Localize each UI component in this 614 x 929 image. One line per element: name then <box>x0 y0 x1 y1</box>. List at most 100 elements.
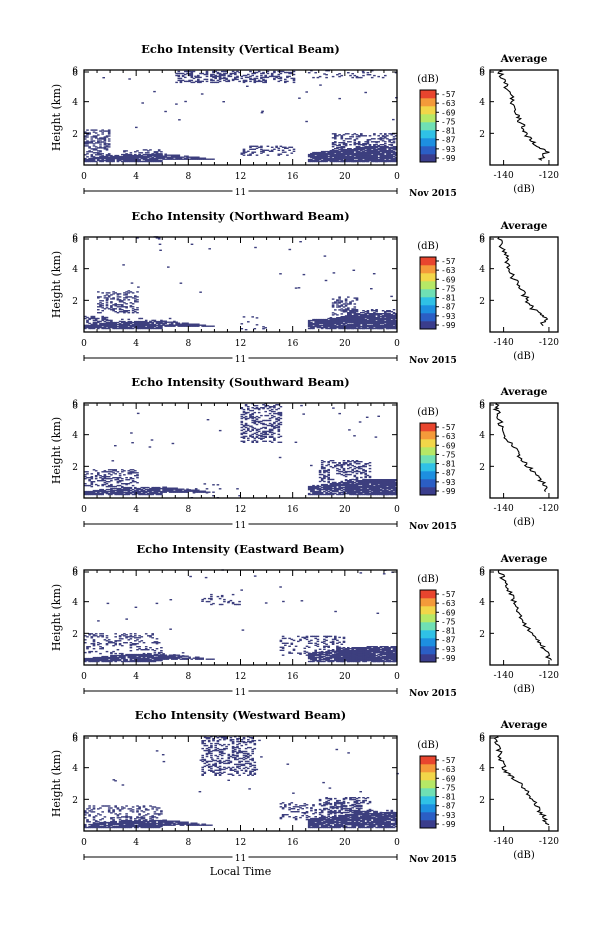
echo-cell <box>255 415 259 418</box>
echo-cell <box>275 145 278 147</box>
echo-cell <box>325 160 328 163</box>
echo-cell <box>329 325 333 328</box>
colorbar-frame <box>419 89 437 163</box>
echo-cell <box>201 72 204 75</box>
echo-cell <box>388 481 391 483</box>
echo-cell <box>107 481 111 483</box>
echo-cell <box>251 441 254 443</box>
echo-cell <box>388 484 391 487</box>
echo-cell <box>366 147 370 149</box>
y-tick-label: 2 <box>72 297 78 307</box>
echo-cell <box>327 325 330 328</box>
echo-cell <box>92 327 96 330</box>
echo-cell <box>192 157 196 159</box>
echo-cell <box>166 158 170 160</box>
echo-cell <box>101 471 104 473</box>
echo-cell <box>92 160 96 163</box>
echo-cell <box>242 428 246 431</box>
echo-cell <box>375 490 378 493</box>
echo-cell <box>394 326 398 329</box>
echo-cell <box>377 492 380 495</box>
echo-cell <box>375 491 378 494</box>
echo-cell <box>155 493 159 496</box>
echo-cell <box>268 409 272 412</box>
echo-cell <box>138 159 141 162</box>
echo-cell <box>149 323 152 326</box>
echo-cell <box>136 658 139 661</box>
echo-cell <box>270 424 274 427</box>
echo-cell <box>94 657 98 660</box>
echo-cell <box>155 656 159 659</box>
echo-cell <box>344 144 348 146</box>
y-axis-label: Height (km) <box>50 417 63 484</box>
echo-cell <box>149 156 152 158</box>
echo-cell <box>134 156 137 159</box>
echo-cell <box>138 327 141 330</box>
echo-cell <box>323 319 326 322</box>
echo-cell <box>386 150 389 153</box>
echo-cell <box>136 474 139 476</box>
echo-cell <box>110 490 113 493</box>
echo-cell <box>364 324 367 327</box>
echo-cell <box>355 491 359 494</box>
echo-cell <box>92 316 96 319</box>
echo-cell <box>314 325 317 328</box>
echo-cell <box>370 487 374 490</box>
avg-y-tick-label: 6 <box>479 400 485 410</box>
echo-cell <box>344 322 348 325</box>
echo-cell <box>123 155 126 157</box>
echo-cell <box>114 154 117 157</box>
echo-cell <box>247 427 250 430</box>
echo-cell <box>97 317 100 320</box>
echo-cell <box>377 151 380 154</box>
echo-cell <box>88 325 91 328</box>
echo-cell <box>116 659 120 662</box>
echo-cell <box>375 483 378 486</box>
echo-cell <box>97 473 100 475</box>
echo-cell <box>118 658 122 661</box>
echo-cell <box>88 160 91 163</box>
echo-cell <box>340 308 344 310</box>
echo-cell <box>234 72 237 75</box>
echo-cell <box>253 432 257 435</box>
echo-cell <box>99 156 102 159</box>
echo-cell <box>249 416 252 419</box>
echo-cell <box>216 72 220 75</box>
echo-cell <box>138 317 141 320</box>
colorbar-segment <box>420 130 436 139</box>
echo-cell <box>384 491 387 494</box>
echo-cell <box>138 655 141 658</box>
echo-cell <box>160 487 163 490</box>
echo-cell <box>329 158 333 161</box>
echo-cell <box>366 143 370 145</box>
echo-cell <box>99 306 102 308</box>
echo-cell <box>323 320 326 323</box>
echo-cell <box>105 492 109 495</box>
echo-cell <box>375 151 378 154</box>
echo-cell <box>110 154 113 157</box>
echo-cell <box>131 156 135 159</box>
echo-cell <box>188 70 191 73</box>
echo-cell <box>190 71 194 74</box>
echo-cell <box>125 327 128 330</box>
echo-cell <box>370 157 374 160</box>
echo-cell <box>351 136 354 138</box>
echo-cell <box>340 487 344 490</box>
echo-cell <box>349 325 352 328</box>
echo-cell <box>312 157 315 160</box>
echo-cell <box>123 483 126 485</box>
echo-cell <box>268 428 272 431</box>
echo-cell <box>107 488 111 491</box>
echo-cell <box>155 237 159 239</box>
echo-cell <box>320 479 324 482</box>
echo-cell <box>388 156 391 159</box>
echo-cell <box>197 158 200 160</box>
echo-cell <box>244 74 248 77</box>
echo-cell <box>390 482 394 484</box>
average-frame <box>489 402 559 499</box>
echo-cell <box>192 325 196 327</box>
echo-cell <box>366 157 370 160</box>
echo-cell <box>379 319 383 322</box>
echo-cell <box>127 322 131 325</box>
echo-cell <box>147 653 150 656</box>
